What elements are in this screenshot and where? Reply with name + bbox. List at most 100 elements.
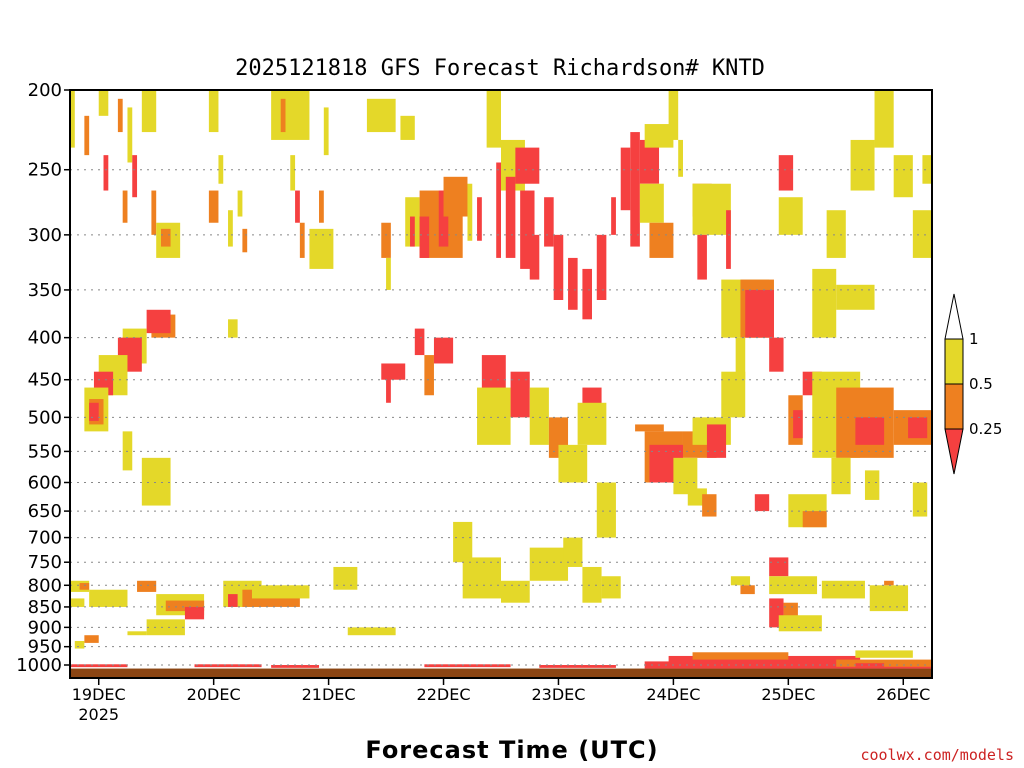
y-tick-label: 700: [28, 528, 62, 549]
heatmap-cell: [793, 410, 803, 439]
heatmap-cell: [160, 228, 171, 247]
legend-swatch-low: [944, 428, 964, 475]
legend-swatch-orange: [944, 383, 964, 430]
heatmap-cell: [912, 210, 932, 258]
heatmap-cell: [568, 257, 578, 310]
heatmap-cell: [251, 585, 310, 599]
y-tick-label: 900: [28, 617, 62, 638]
heatmap-cell: [127, 107, 133, 163]
y-tick-label: 750: [28, 552, 62, 573]
y-tick-label: 550: [28, 441, 62, 462]
heatmap-cell: [778, 615, 822, 632]
heatmap-cell: [702, 494, 717, 517]
heatmap-cell: [539, 665, 616, 668]
x-tick-label: 22DEC: [417, 685, 471, 704]
heatmap-cell: [884, 580, 894, 586]
y-tick-label: 1000: [16, 655, 62, 676]
heatmap-cell: [84, 115, 90, 156]
heatmap-cell: [553, 234, 564, 300]
heatmap-cell: [697, 234, 707, 280]
y-tick-label: 950: [28, 637, 62, 658]
heatmap-cell: [745, 289, 774, 338]
heatmap-cell: [141, 457, 171, 506]
credit-text: coolwx.com/models: [860, 746, 1014, 764]
heatmap-cell: [601, 576, 621, 599]
heatmap-cell: [577, 402, 607, 445]
plot-frame: [69, 89, 933, 679]
heatmap-cell: [386, 371, 391, 403]
heatmap-cell: [802, 511, 827, 528]
x-tick-label: 21DEC: [302, 685, 356, 704]
heatmap-cell: [218, 155, 224, 184]
heatmap-cell: [620, 147, 631, 211]
y-tick-label: 400: [28, 328, 62, 349]
chart-title: 2025121818 GFS Forecast Richardson# KNTD: [235, 56, 765, 81]
y-tick-label: 450: [28, 370, 62, 391]
heatmap-cell: [769, 576, 818, 595]
heatmap-cell: [443, 176, 468, 217]
y-tick-label: 800: [28, 575, 62, 596]
heatmap-cell: [510, 371, 530, 418]
heatmap-cell: [467, 183, 473, 241]
heatmap-cell: [141, 90, 157, 133]
heatmap-cell: [644, 661, 932, 669]
heatmap-cell: [730, 576, 751, 586]
heatmap-cell: [165, 600, 205, 612]
heatmap-cell: [84, 635, 99, 643]
heatmap-cell: [501, 580, 530, 603]
heatmap-cell: [89, 589, 128, 607]
heatmap-cell: [596, 482, 616, 538]
heatmap-cell: [151, 190, 157, 235]
heatmap-cell: [529, 387, 549, 445]
heatmap-cell: [280, 98, 286, 133]
heatmap-cell: [103, 155, 109, 191]
heatmap-cell: [419, 216, 430, 258]
y-tick-label: 850: [28, 597, 62, 618]
x-tick-label: 24DEC: [646, 685, 700, 704]
y-axis: 200 250 300 350 400 450 500 550 600 650 700 7508008…: [16, 80, 70, 676]
heatmap-cell: [237, 190, 243, 217]
heatmap-cell: [912, 482, 928, 517]
heatmap-cell: [893, 155, 913, 198]
heatmap-cell: [117, 98, 123, 133]
heatmap-cell: [812, 268, 837, 338]
y-tick-label: 600: [28, 472, 62, 493]
heatmap-cell: [783, 602, 798, 620]
heatmap-cell: [596, 234, 607, 300]
heatmap-cell: [295, 190, 300, 223]
heatmap-cell: [347, 627, 396, 636]
legend-swatch-high: [944, 293, 964, 340]
heatmap-cell: [299, 222, 305, 258]
heatmap-cell: [74, 640, 85, 649]
heatmap-cell: [836, 284, 875, 310]
heatmap-cell: [122, 431, 133, 471]
heatmap-cell: [529, 234, 540, 280]
heatmap-cell: [477, 387, 511, 445]
y-tick-label: 300: [28, 225, 62, 246]
heatmap-cell: [769, 557, 789, 577]
heatmap-cell: [70, 664, 128, 668]
x-axis-label: Forecast Time (UTC): [365, 736, 658, 764]
heatmap-cell: [639, 183, 664, 223]
heatmap-cell: [769, 337, 784, 372]
heatmap-cell: [544, 197, 554, 247]
y-tick-label: 350: [28, 280, 62, 301]
heatmap-cell: [496, 162, 501, 258]
heatmap-cell: [630, 132, 640, 247]
heatmap-cell: [319, 190, 324, 223]
heatmap-cell: [184, 606, 205, 620]
heatmap-cell: [333, 566, 358, 590]
legend-level-label: 0.25: [969, 420, 1002, 438]
legend-level-label: 0.5: [969, 375, 993, 393]
heatmap-cell: [146, 619, 185, 636]
heatmap-cell: [70, 598, 85, 607]
heatmap-cell: [132, 155, 138, 198]
heatmap-cell: [735, 337, 746, 380]
heatmap-cell: [635, 424, 664, 432]
heatmap-cell: [438, 190, 449, 247]
heatmap-cell: [228, 210, 233, 247]
heatmap-cell: [323, 107, 329, 156]
heatmap-cell: [271, 90, 310, 140]
heatmap-cell: [826, 210, 846, 258]
